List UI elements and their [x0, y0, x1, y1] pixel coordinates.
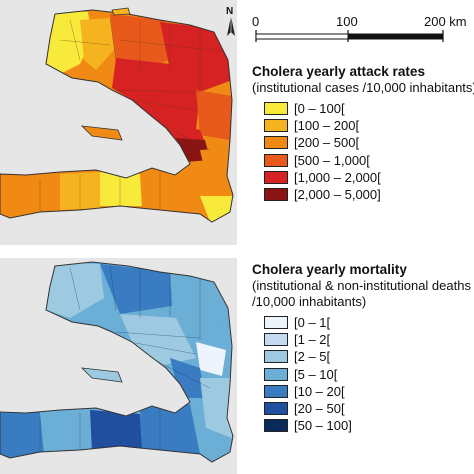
- attack-rate-legend-label: [100 – 200[: [294, 118, 360, 134]
- attack-rate-legend-swatch: [264, 102, 288, 116]
- attack-rate-legend-subtitle: (institutional cases /10,000 inhabitants…: [252, 80, 474, 95]
- attack-rate-legend-item: [100 – 200[: [264, 117, 474, 134]
- attack-rate-legend-items: [0 – 100[[100 – 200[[200 – 500[[500 – 1,…: [264, 100, 474, 203]
- mortality-legend: Cholera yearly mortality (institutional …: [252, 262, 474, 434]
- attack-rate-legend: Cholera yearly attack rates (institution…: [252, 64, 474, 203]
- attack-rate-legend-label: [500 – 1,000[: [294, 152, 370, 168]
- scale-label-0: 0: [252, 14, 260, 29]
- mortality-legend-label: [20 – 50[: [294, 401, 345, 417]
- mortality-legend-subtitle-line2: /10,000 inhabitants): [252, 294, 367, 309]
- attack-rate-legend-title: Cholera yearly attack rates: [252, 64, 426, 79]
- mortality-legend-swatch: [264, 402, 288, 416]
- mortality-legend-swatch: [264, 419, 288, 433]
- attack-rate-legend-item: [1,000 – 2,000[: [264, 169, 474, 186]
- mortality-legend-item: [2 – 5[: [264, 348, 474, 365]
- attack-rate-legend-item: [0 – 100[: [264, 100, 474, 117]
- mortality-legend-item: [10 – 20[: [264, 383, 474, 400]
- mortality-legend-label: [10 – 20[: [294, 383, 345, 399]
- attack-rate-legend-label: [0 – 100[: [294, 101, 345, 117]
- mortality-legend-label: [0 – 1[: [294, 315, 331, 331]
- mortality-legend-item: [50 – 100]: [264, 417, 474, 434]
- scale-bar: 0 100 200 km: [248, 14, 474, 50]
- scale-label-100: 100: [336, 14, 358, 29]
- attack-rate-legend-label: [2,000 – 5,000]: [294, 187, 381, 203]
- scale-label-200: 200 km: [424, 14, 467, 29]
- attack-rate-legend-swatch: [264, 119, 288, 133]
- mortality-legend-label: [50 – 100]: [294, 418, 352, 434]
- attack-rate-legend-item: [2,000 – 5,000]: [264, 186, 474, 203]
- attack-rate-map: [0, 0, 237, 245]
- mortality-legend-swatch: [264, 350, 288, 364]
- mortality-legend-label: [5 – 10[: [294, 366, 338, 382]
- attack-rate-legend-swatch: [264, 136, 288, 150]
- mortality-legend-swatch: [264, 384, 288, 398]
- mortality-legend-swatch: [264, 333, 288, 347]
- mortality-legend-label: [1 – 2[: [294, 332, 331, 348]
- attack-rate-legend-item: [200 – 500[: [264, 134, 474, 151]
- mortality-legend-item: [5 – 10[: [264, 366, 474, 383]
- scale-bar-graphic: [255, 30, 444, 42]
- mortality-legend-items: [0 – 1[[1 – 2[[2 – 5[[5 – 10[[10 – 20[ [2…: [264, 314, 474, 434]
- mortality-legend-item: [1 – 2[: [264, 331, 474, 348]
- north-label: N: [226, 6, 234, 17]
- attack-rate-legend-label: [1,000 – 2,000[: [294, 169, 381, 185]
- mortality-legend-item: [0 – 1[: [264, 314, 474, 331]
- mortality-legend-label: [2 – 5[: [294, 349, 331, 365]
- mortality-legend-swatch: [264, 367, 288, 381]
- attack-rate-legend-label: [200 – 500[: [294, 135, 360, 151]
- north-arrow-icon: [227, 16, 235, 36]
- mortality-legend-subtitle-line1: (institutional & non-institutional death…: [252, 278, 471, 293]
- attack-rate-legend-swatch: [264, 188, 288, 202]
- attack-rate-legend-item: [500 – 1,000[: [264, 152, 474, 169]
- attack-rate-legend-swatch: [264, 153, 288, 167]
- mortality-legend-item: [20 – 50[: [264, 400, 474, 417]
- mortality-legend-title: Cholera yearly mortality: [252, 262, 407, 277]
- mortality-legend-swatch: [264, 316, 288, 330]
- attack-rate-legend-swatch: [264, 170, 288, 184]
- mortality-map: [0, 258, 237, 474]
